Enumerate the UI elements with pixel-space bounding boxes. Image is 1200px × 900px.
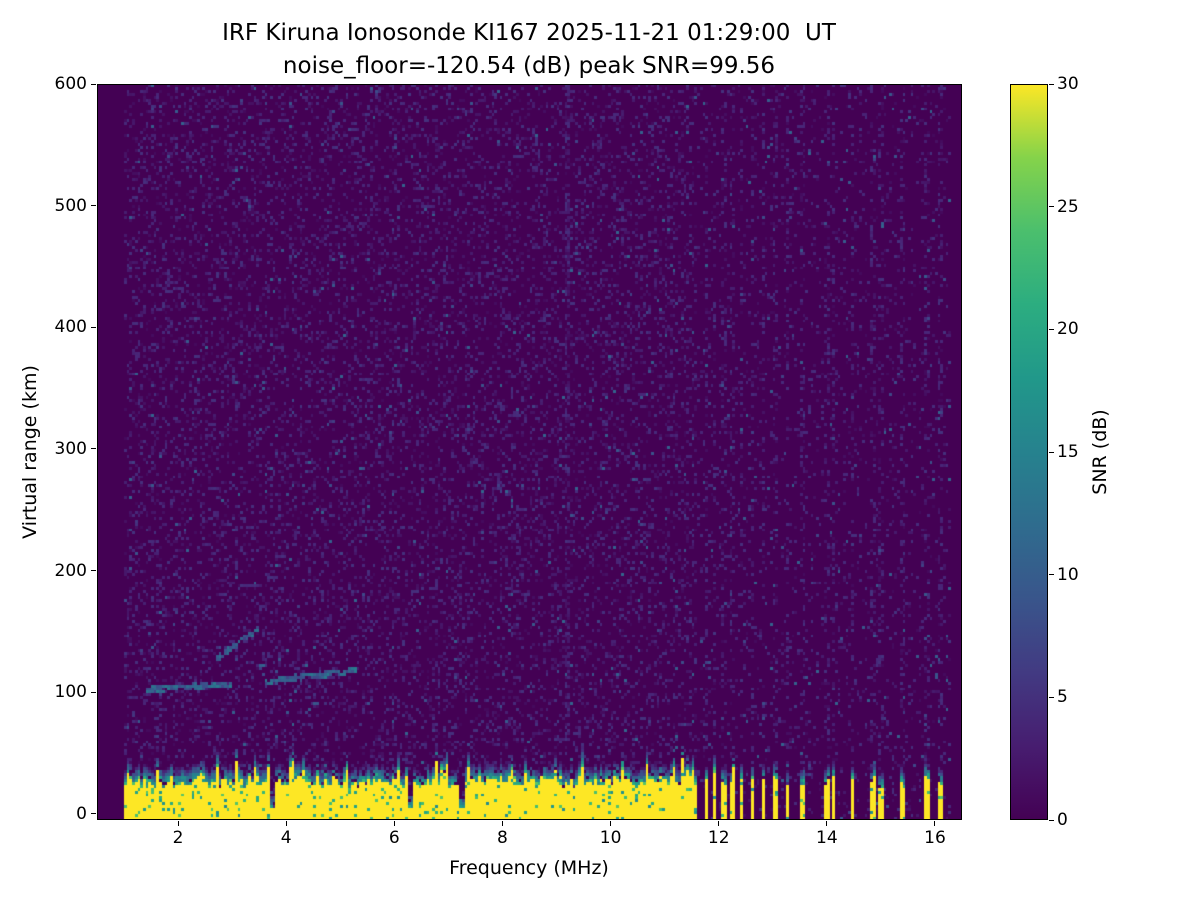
- x-tick-label: 2: [172, 828, 184, 848]
- y-tick-mark: [91, 326, 96, 328]
- colorbar-tick-label: 15: [1057, 442, 1079, 462]
- colorbar-tick-label: 0: [1057, 810, 1068, 830]
- colorbar-tick-label: 10: [1057, 564, 1079, 585]
- x-tick-label: 12: [707, 828, 730, 848]
- colorbar-tick-mark: [1049, 328, 1054, 330]
- y-tick-label: 500: [54, 195, 87, 216]
- y-tick-label: 300: [54, 438, 87, 459]
- chart-title: IRF Kiruna Ionosonde KI167 2025-11-21 01…: [222, 20, 836, 46]
- colorbar-tick-mark: [1049, 451, 1054, 453]
- x-tick-mark: [393, 821, 395, 826]
- y-tick-mark: [91, 83, 96, 85]
- y-tick-mark: [91, 691, 96, 693]
- x-tick-mark: [826, 821, 828, 826]
- colorbar-tick-mark: [1049, 696, 1054, 698]
- y-tick-mark: [91, 813, 96, 815]
- colorbar-tick-mark: [1049, 206, 1054, 208]
- colorbar-label: SNR (dB): [1089, 409, 1111, 495]
- colorbar-tick-label: 5: [1057, 687, 1068, 708]
- x-tick-mark: [718, 821, 720, 826]
- ionogram-heatmap: [97, 84, 962, 820]
- colorbar-gradient: [1010, 84, 1048, 820]
- x-axis-label: Frequency (MHz): [449, 857, 609, 879]
- chart-subtitle: noise_floor=-120.54 (dB) peak SNR=99.56: [282, 53, 776, 79]
- y-tick-label: 100: [54, 682, 87, 703]
- x-tick-label: 8: [497, 828, 508, 848]
- x-tick-mark: [285, 821, 287, 826]
- x-tick-label: 6: [388, 828, 400, 848]
- x-tick-label: 4: [280, 828, 292, 848]
- colorbar-tick-mark: [1049, 83, 1054, 85]
- y-tick-label: 600: [54, 74, 87, 94]
- colorbar-tick-label: 20: [1057, 319, 1079, 340]
- x-tick-mark: [934, 821, 936, 826]
- x-tick-mark: [501, 821, 503, 826]
- x-tick-label: 10: [599, 828, 622, 848]
- colorbar-tick-label: 30: [1057, 74, 1079, 94]
- x-tick-mark: [610, 821, 612, 826]
- y-tick-mark: [91, 448, 96, 450]
- colorbar-tick-mark: [1049, 574, 1054, 576]
- y-tick-label: 400: [54, 317, 87, 338]
- colorbar-tick-label: 25: [1057, 196, 1079, 217]
- y-tick-mark: [91, 570, 96, 572]
- x-tick-label: 14: [816, 828, 838, 848]
- colorbar-tick-mark: [1049, 819, 1054, 821]
- y-axis-label: Virtual range (km): [19, 365, 41, 539]
- x-tick-mark: [177, 821, 179, 826]
- y-tick-mark: [91, 205, 96, 207]
- x-tick-label: 16: [924, 828, 946, 848]
- y-tick-label: 0: [76, 803, 87, 824]
- y-tick-label: 200: [54, 560, 87, 581]
